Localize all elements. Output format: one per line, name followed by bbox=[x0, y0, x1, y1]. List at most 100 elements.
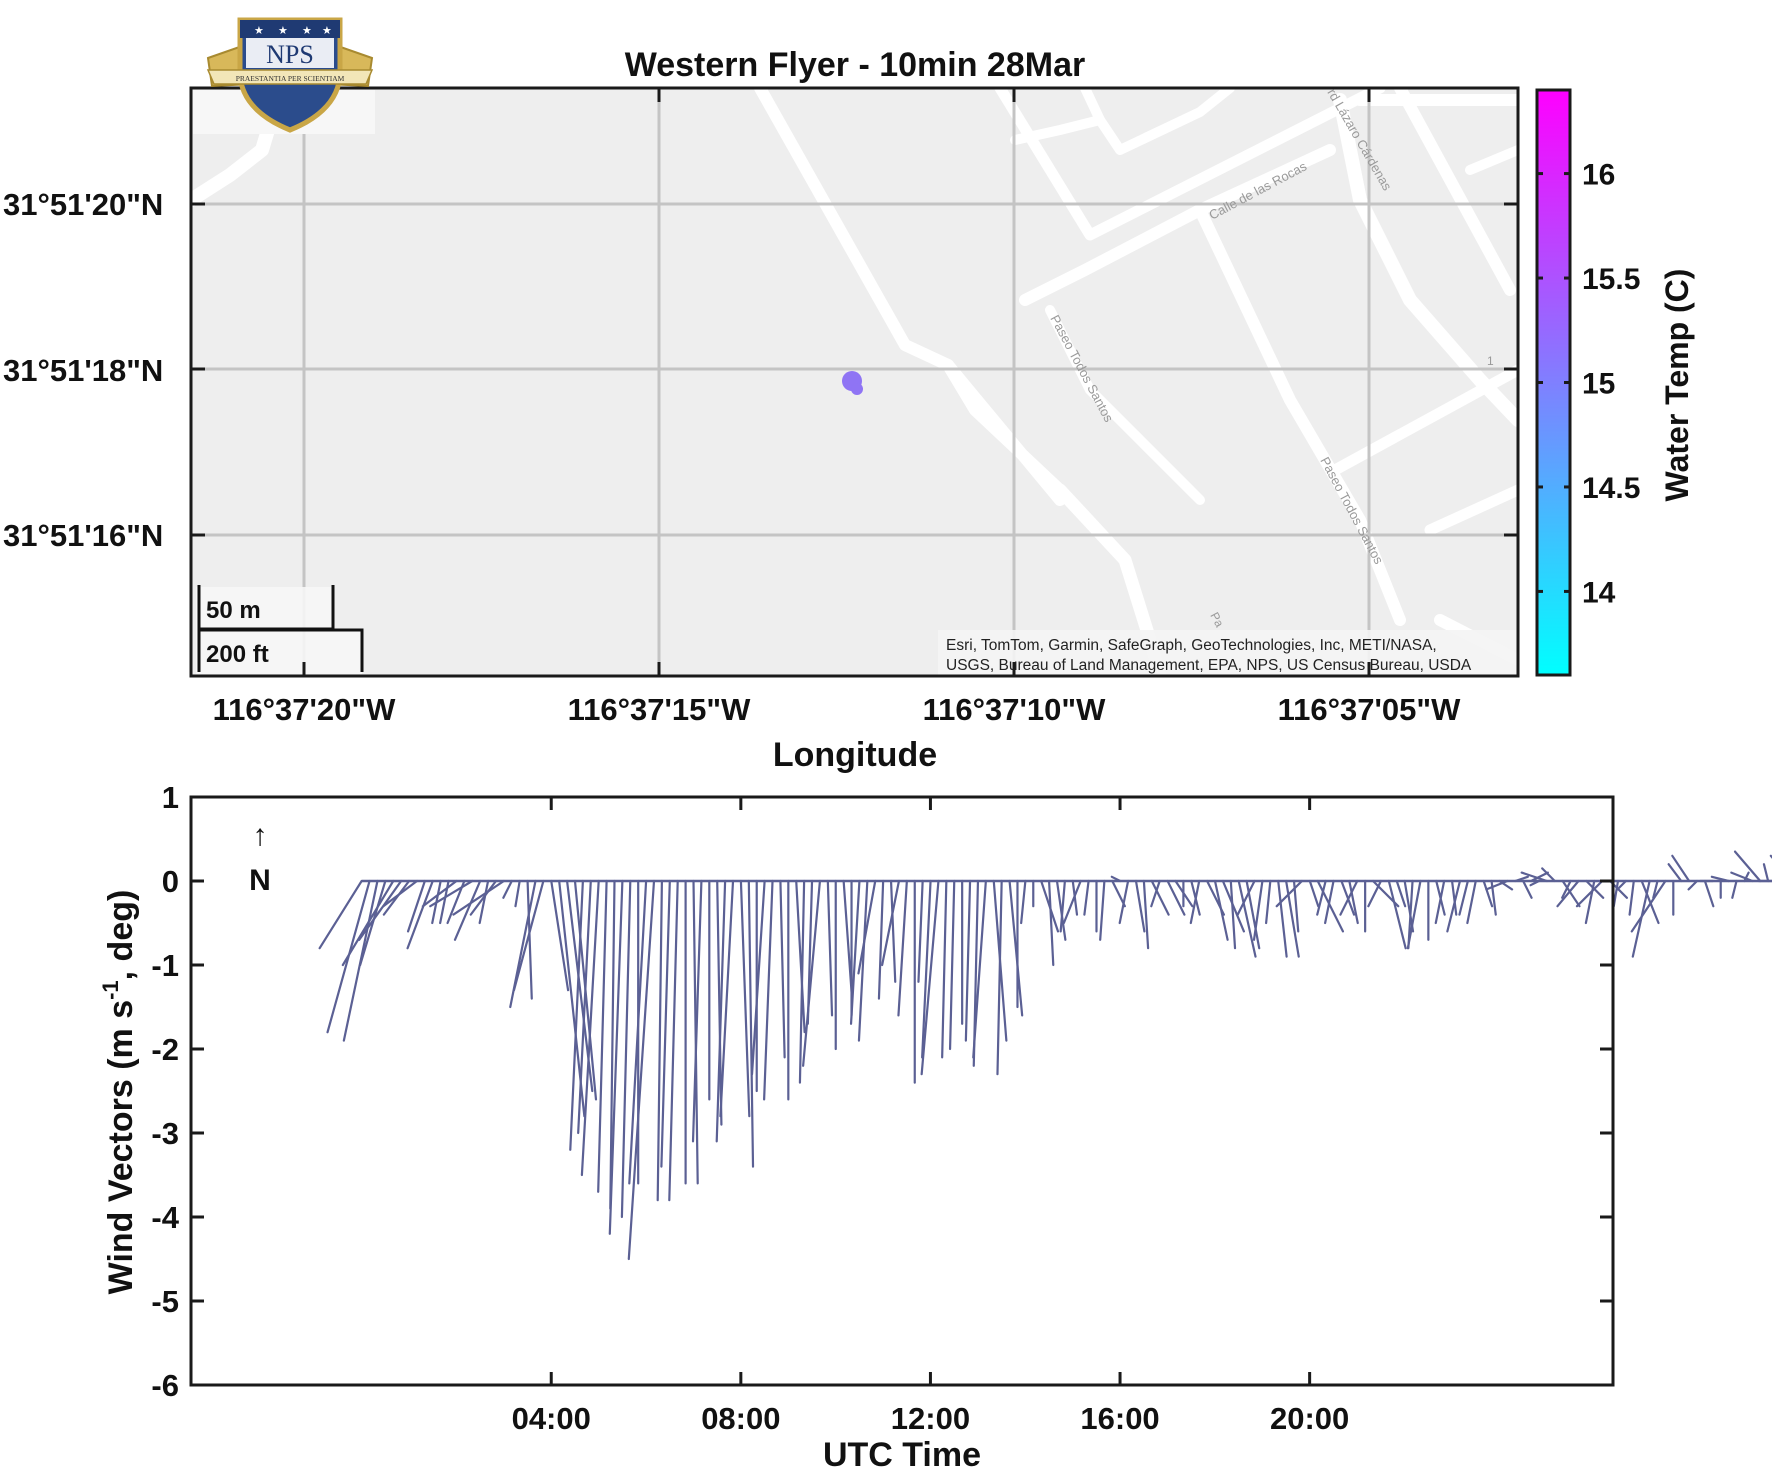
y-tick-label: 0 bbox=[162, 864, 179, 899]
wind-vector bbox=[1118, 879, 1130, 925]
track-point bbox=[842, 371, 863, 395]
wind-vector bbox=[1348, 879, 1359, 925]
wind-vector bbox=[627, 879, 656, 1261]
wind-vector bbox=[1743, 871, 1750, 883]
wind-vector bbox=[1277, 879, 1288, 958]
scalebar-metric-label: 50 m bbox=[206, 597, 261, 624]
north-label: N bbox=[249, 864, 271, 897]
wind-x-ticks: 04:00 08:00 12:00 16:00 20:00 bbox=[512, 797, 1349, 1436]
wind-axes-frame bbox=[189, 795, 1615, 1387]
wind-vector bbox=[1450, 879, 1458, 916]
wind-vector bbox=[826, 879, 834, 1017]
wind-vector bbox=[453, 879, 482, 941]
wind-vector bbox=[609, 879, 616, 1210]
longitude-tick-labels: 116°37'20"W 116°37'15"W 116°37'10"W 116°… bbox=[213, 692, 1461, 727]
colorbar-tick-label: 16 bbox=[1582, 159, 1615, 192]
wind-vector bbox=[1265, 879, 1272, 925]
wind-vector bbox=[1630, 879, 1667, 933]
wind-vector bbox=[341, 879, 395, 967]
wind-vector bbox=[656, 879, 664, 1202]
map-x-axis-label: Longitude bbox=[773, 736, 937, 774]
wind-vector bbox=[359, 879, 387, 967]
map-frame bbox=[189, 86, 1520, 678]
wind-vector bbox=[577, 879, 592, 1135]
wind-vector bbox=[1667, 863, 1683, 883]
wind-vector bbox=[1731, 879, 1738, 899]
scale-bar: 50 m 200 ft bbox=[196, 585, 364, 674]
wind-vector bbox=[502, 879, 513, 899]
svg-text:★: ★ bbox=[278, 24, 288, 37]
wind-vector bbox=[1134, 879, 1146, 933]
wind-vector bbox=[857, 879, 869, 1042]
wind-vector bbox=[691, 879, 703, 1143]
wind-vector bbox=[1083, 879, 1090, 916]
wind-vector bbox=[1339, 879, 1359, 916]
wind-vector bbox=[421, 879, 458, 908]
wind-vector bbox=[514, 879, 521, 908]
wind-vector bbox=[747, 879, 755, 1168]
street-label: Pa bbox=[1207, 610, 1226, 630]
wind-vector bbox=[739, 879, 751, 1118]
wind-vector bbox=[798, 879, 806, 1084]
wind-vector bbox=[920, 879, 940, 1076]
logo-text: NPS bbox=[266, 40, 314, 69]
wind-vector bbox=[1150, 879, 1170, 916]
lon-tick-label: 116°37'15"W bbox=[568, 692, 751, 727]
svg-text:★: ★ bbox=[254, 24, 264, 37]
wind-vector bbox=[668, 879, 679, 1202]
map-roads bbox=[191, 88, 1518, 676]
wind-vector bbox=[382, 879, 419, 908]
north-arrow-icon: ↑ bbox=[253, 819, 268, 852]
wind-vector bbox=[1522, 879, 1533, 899]
wind-vector bbox=[358, 879, 403, 941]
map-gridlines bbox=[191, 88, 1518, 676]
north-indicator: ↑ N bbox=[249, 819, 271, 897]
wind-vector bbox=[917, 879, 924, 983]
wind-vector bbox=[1762, 863, 1770, 883]
y-tick-label: -1 bbox=[151, 948, 179, 983]
wind-vector bbox=[719, 879, 735, 1118]
wind-vector bbox=[1575, 879, 1604, 908]
wind-vector bbox=[1099, 879, 1106, 941]
wind-vector bbox=[1008, 879, 1024, 1017]
wind-x-axis-label: UTC Time bbox=[823, 1436, 981, 1474]
ylabel-tail: , deg) bbox=[102, 890, 140, 981]
wind-vector bbox=[1189, 879, 1201, 925]
wind-vector bbox=[608, 879, 624, 1235]
x-tick-label: 04:00 bbox=[512, 1401, 591, 1436]
wind-vector bbox=[779, 879, 786, 1059]
wind-vector bbox=[1367, 879, 1383, 908]
wind-vector bbox=[1733, 850, 1762, 883]
wind-vector bbox=[1458, 879, 1469, 916]
colorbar-tick-label: 15.5 bbox=[1582, 263, 1640, 296]
attribution-line-1: Esri, TomTom, Garmin, SafeGraph, GeoTech… bbox=[946, 637, 1437, 654]
wind-vector bbox=[628, 879, 648, 1185]
x-tick-label: 12:00 bbox=[891, 1401, 970, 1436]
wind-vector bbox=[620, 879, 632, 1219]
wind-vector bbox=[1485, 879, 1509, 891]
nps-logo: ★ ★ ★ ★ NPS PRAESTANTIA PER SCIENTIAM bbox=[193, 17, 375, 134]
wind-vector bbox=[1628, 879, 1635, 916]
wind-vector bbox=[972, 879, 987, 1059]
wind-vector bbox=[921, 879, 932, 1059]
x-tick-label: 08:00 bbox=[701, 1401, 780, 1436]
ylabel-sup: -1 bbox=[98, 980, 123, 1000]
wind-vector bbox=[996, 879, 1003, 1076]
wind-vector bbox=[1062, 879, 1082, 925]
wind-vector bbox=[1229, 879, 1237, 950]
wind-vector bbox=[1047, 879, 1055, 967]
wind-y-ticks: 1 0 -1 -2 -3 -4 -5 -6 bbox=[151, 780, 1613, 1403]
wind-vector bbox=[795, 879, 806, 1034]
y-tick-label: -2 bbox=[151, 1032, 179, 1067]
wind-vector bbox=[478, 879, 490, 925]
wind-vector bbox=[1529, 871, 1549, 883]
wind-vector bbox=[1213, 879, 1229, 941]
wind-vector bbox=[382, 879, 411, 916]
y-tick-label: 1 bbox=[162, 780, 179, 815]
wind-vector bbox=[1059, 879, 1066, 933]
wind-vector bbox=[1687, 879, 1699, 891]
wind-vector bbox=[1561, 879, 1572, 899]
wind-vector bbox=[857, 879, 877, 975]
wind-vector bbox=[941, 879, 948, 1059]
